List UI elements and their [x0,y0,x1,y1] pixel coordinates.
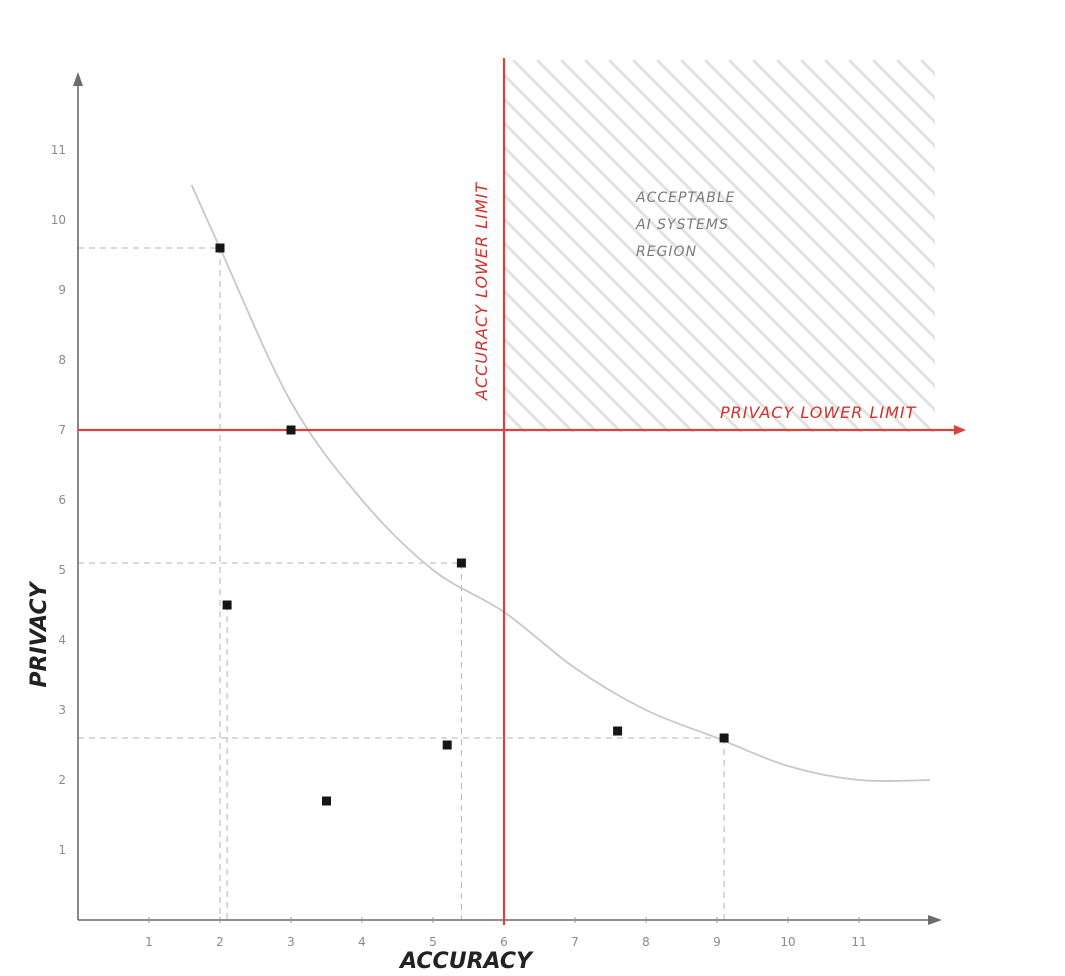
y-tick-label: 9 [58,283,66,297]
y-tick-label: 8 [58,353,66,367]
x-tick-label: 7 [571,935,579,949]
hatch-stroke [751,60,935,245]
hatch-stroke [679,60,935,317]
hatch-stroke [1017,60,1065,440]
hatch-stroke [775,60,935,221]
y-tick-label: 4 [58,633,66,647]
x-tick-label: 5 [429,935,437,949]
acceptable-region-hatch [105,60,1065,440]
x-tick-label: 9 [713,935,721,949]
privacy-limit-label: PRIVACY LOWER LIMIT [720,403,917,422]
x-tick-label: 1 [145,935,153,949]
x-axis-arrow-icon [928,915,942,925]
region-label-line-3: REGION [636,244,697,260]
hatch-stroke [799,60,935,197]
y-axis-arrow-icon [73,72,83,86]
y-tick-label: 6 [58,493,66,507]
hatch-stroke [535,60,912,432]
hatch-stroke [559,60,935,432]
x-tick-label: 8 [642,935,650,949]
hatch-stroke [703,60,935,293]
hatch-stroke [505,361,576,432]
hatch-stroke [505,313,624,432]
x-tick-label: 3 [287,935,295,949]
hatch-stroke [505,265,672,432]
y-tick-label: 3 [58,703,66,717]
x-tick-labels: 1 2 3 4 5 6 7 8 9 10 11 [145,917,867,949]
projection-guides [78,247,725,920]
hatch-stroke [505,121,816,432]
data-point [442,740,452,750]
hatch-stroke [919,60,935,77]
x-tick-label: 6 [500,935,508,949]
data-point [286,425,296,435]
hatch-stroke [505,385,552,432]
x-tick-label: 11 [851,935,866,949]
y-tick-label: 11 [51,143,66,157]
hatch-stroke [129,60,509,440]
hatch-stroke [1041,60,1065,440]
hatch-stroke [945,60,1065,440]
data-point [613,726,623,736]
accuracy-limit-label: ACCURACY LOWER LIMIT [472,182,491,401]
hatch-stroke [655,60,935,341]
hatch-stroke [895,60,935,101]
hatch-stroke [583,60,935,413]
hatch-stroke [505,97,840,432]
hatch-stroke [505,289,648,432]
hatch-stroke [607,60,935,389]
x-tick-label: 10 [780,935,795,949]
y-axis-title: PRIVACY [27,580,52,687]
hatch-stroke [505,337,600,432]
x-tick-label: 2 [216,935,224,949]
hatch-stroke [505,217,720,432]
y-tick-label: 1 [58,843,66,857]
hatch-stroke [505,241,696,432]
x-axis-title: ACCURACY [398,949,534,974]
region-label-line-2: AI SYSTEMS [635,217,729,233]
hatch-stroke [631,60,935,365]
data-point [456,558,466,568]
hatch-stroke [823,60,935,173]
hatch-stroke [505,73,864,432]
data-point [719,733,729,743]
hatch-stroke [847,60,935,149]
y-tick-label: 10 [51,213,66,227]
y-tick-label: 2 [58,773,66,787]
region-label-line-1: ACCEPTABLE [635,190,736,206]
data-point [215,243,225,253]
hatch-stroke [505,145,792,432]
y-tick-labels: 1 2 3 4 5 6 7 8 9 10 11 [51,143,66,857]
hatch-stroke [511,60,888,432]
data-points [215,243,729,806]
hatch-stroke [105,60,485,440]
privacy-limit-arrow-icon [954,425,966,435]
y-tick-label: 7 [58,423,66,437]
hatch-stroke [505,169,768,432]
data-point [222,600,232,610]
hatch-stroke [871,60,935,125]
hatch-stroke [505,193,744,432]
hatch-stroke [993,60,1065,440]
hatch-stroke [727,60,935,269]
hatch-stroke [969,60,1065,440]
y-tick-label: 5 [58,563,66,577]
data-point [322,796,331,806]
x-tick-label: 4 [358,935,366,949]
